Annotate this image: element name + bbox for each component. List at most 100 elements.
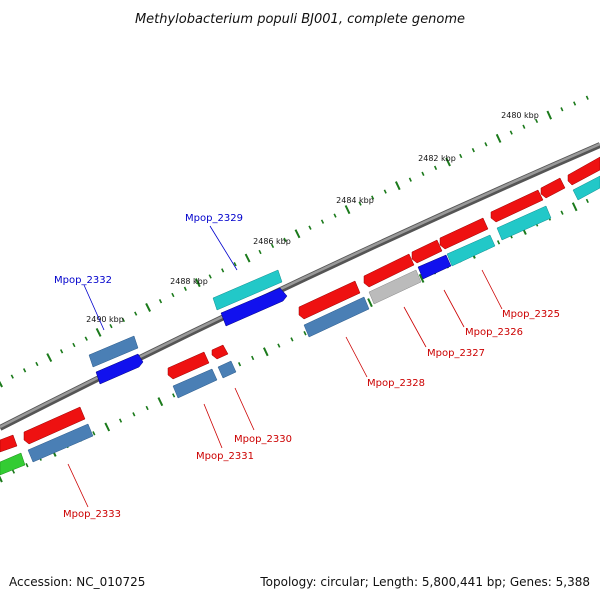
gene-mpop-2333-red[interactable] [23, 406, 86, 445]
leader-mpop-2326 [443, 289, 465, 328]
gene-mpop-2327-grey[interactable] [368, 269, 422, 305]
gene-mpop-2331-red[interactable] [167, 351, 210, 380]
outer-ruler-tick [283, 237, 287, 242]
label-mpop-2333[interactable]: Mpop_2333 [63, 509, 121, 520]
outer-ruler-tick [233, 262, 237, 267]
outer-ruler-tick [10, 374, 14, 379]
inner-ruler-tick [251, 355, 255, 361]
label-mpop-2331[interactable]: Mpop_2331 [196, 451, 254, 462]
gene-mpop-2328-steel[interactable] [303, 296, 370, 338]
footer-summary: Topology: circular; Length: 5,800,441 bp… [259, 575, 590, 589]
outer-ruler-tick [72, 342, 76, 348]
outer-ruler-tick [294, 229, 301, 239]
outer-ruler-tick [22, 368, 27, 373]
inner-ruler-tick [367, 298, 373, 308]
inner-ruler-tick [172, 393, 176, 398]
ruler-label-2480: 2480 kbp [501, 111, 539, 120]
gene-mpop-2326-blue[interactable] [417, 254, 452, 280]
gene-mpop-2329-arrow[interactable] [220, 287, 288, 327]
inner-ruler-tick [585, 198, 589, 204]
label-mpop-2325[interactable]: Mpop_2325 [502, 309, 560, 320]
gene-mpop-2330-red[interactable] [211, 344, 229, 360]
outer-ruler-tick [308, 225, 312, 230]
inner-ruler-tick [237, 362, 242, 367]
label-leader-lines [67, 225, 503, 508]
outer-ruler-tick [522, 124, 526, 129]
outer-ruler-tick [183, 286, 187, 291]
outer-ruler-tick [534, 118, 539, 124]
gene-mpop-2331-steel[interactable] [172, 368, 218, 399]
inner-ruler-tick [92, 431, 96, 436]
outer-ruler-tick [121, 317, 126, 323]
outer-ruler-tick [145, 302, 151, 312]
inner-ruler-tick [0, 475, 3, 483]
gene-labels: Mpop_2329 Mpop_2332 Mpop_2325 Mpop_2326 … [54, 213, 560, 520]
ruler-label-2490: 2490 kbp [86, 315, 124, 324]
label-mpop-2332[interactable]: Mpop_2332 [54, 275, 112, 286]
outer-ruler-tick [59, 349, 64, 354]
gene-mpop-2329-cyan[interactable] [212, 269, 283, 311]
outer-ruler-tick [134, 311, 138, 316]
outer-ruler-tick [320, 219, 325, 224]
outer-ruler-tick [95, 327, 102, 337]
label-mpop-2327[interactable]: Mpop_2327 [427, 348, 485, 359]
outer-ruler-tick [484, 142, 488, 147]
gene-red-r1[interactable] [540, 177, 566, 199]
gene-red-r2[interactable] [490, 189, 544, 223]
outer-ruler-tick [270, 243, 275, 249]
inner-ruler-tick [571, 202, 578, 212]
leader-mpop-2327 [403, 306, 427, 348]
gene-right-edge-cyan[interactable] [572, 175, 600, 201]
gene-mpop-2332-steel[interactable] [88, 335, 139, 368]
label-mpop-2329[interactable]: Mpop_2329 [185, 213, 243, 224]
outer-ruler-tick [358, 201, 362, 206]
inner-ruler-tick [104, 422, 111, 432]
ruler-ticks-outer [0, 95, 589, 388]
outer-ruler-tick [585, 95, 589, 100]
ruler-label-2488: 2488 kbp [170, 277, 208, 286]
ruler-ticks-inner [0, 198, 589, 483]
gene-left-edge-red[interactable] [0, 434, 18, 453]
gene-mpop-2327-red[interactable] [363, 253, 415, 288]
outer-ruler-tick [208, 274, 212, 279]
genome-backbone [0, 142, 600, 431]
label-mpop-2328[interactable]: Mpop_2328 [367, 378, 425, 389]
map-title: Methylobacterium populi BJ001, complete … [135, 12, 465, 27]
outer-ruler-tick [383, 189, 387, 194]
outer-ruler-tick [221, 268, 225, 273]
gene-mpop-2325-red[interactable] [439, 217, 489, 250]
inner-ruler-tick [418, 273, 425, 283]
outer-ruler-tick [371, 195, 375, 200]
inner-ruler-tick [145, 405, 149, 411]
outer-ruler-tick [84, 336, 88, 341]
reverse-strand-features [0, 156, 600, 476]
gene-right-edge-red[interactable] [567, 156, 600, 186]
gene-mpop-2330-steel[interactable] [217, 360, 237, 379]
gene-mpop-2333-steel[interactable] [27, 423, 94, 463]
outer-ruler-tick [158, 299, 163, 304]
inner-ruler-tick [496, 240, 501, 245]
inner-ruler-tick [118, 418, 123, 423]
outer-ruler-tick [344, 205, 351, 215]
gene-mpop-2326-red[interactable] [411, 239, 443, 264]
ruler-label-2482: 2482 kbp [418, 154, 456, 163]
outer-ruler-tick [408, 177, 412, 182]
label-mpop-2326[interactable]: Mpop_2326 [465, 327, 523, 338]
outer-ruler-tick [258, 249, 262, 255]
outer-ruler-tick [573, 101, 577, 106]
gene-mpop-2325-cyan[interactable] [446, 234, 496, 267]
label-mpop-2330[interactable]: Mpop_2330 [234, 434, 292, 445]
gene-mpop-2332-arrow[interactable] [95, 353, 144, 385]
genome-backbone-highlight [0, 142, 600, 429]
leader-mpop-2332 [83, 284, 105, 331]
inner-ruler-tick [560, 210, 564, 215]
outer-ruler-tick [109, 324, 113, 329]
gene-mpop-2328-red[interactable] [298, 280, 361, 320]
gene-left-edge-green[interactable] [0, 452, 26, 476]
outer-ruler-tick [509, 130, 513, 135]
outer-ruler-tick [244, 253, 251, 263]
gene-cyan-r2[interactable] [496, 205, 552, 241]
leader-mpop-2331 [203, 403, 223, 449]
inner-ruler-tick [277, 343, 281, 348]
